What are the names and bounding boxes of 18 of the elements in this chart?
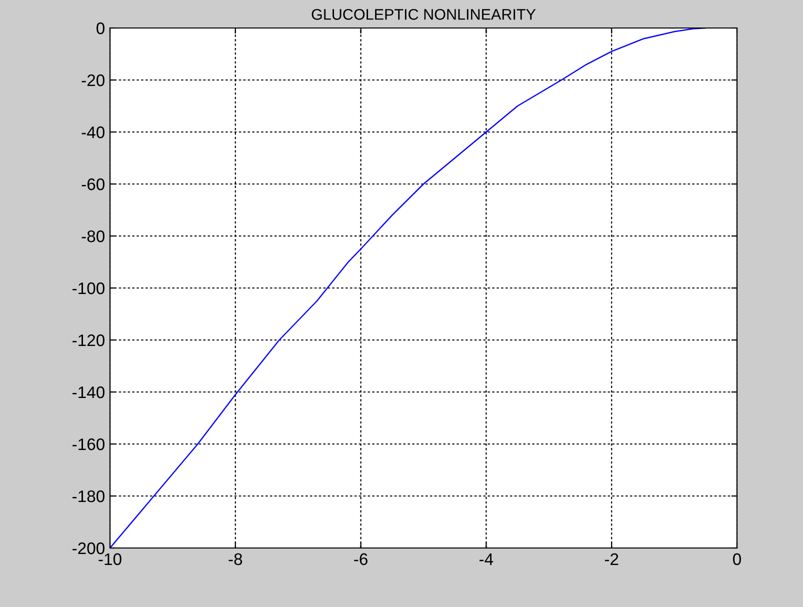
x-tick-label: -2	[604, 553, 618, 565]
y-tick-label: -60	[82, 178, 104, 190]
x-tick-label: -10	[98, 553, 122, 566]
x-tick-label: -6	[354, 553, 368, 566]
y-tick-label: -20	[82, 74, 104, 86]
chart-title: GLUCOLEPTIC NONLINEARITY	[312, 9, 536, 20]
y-tick-label: -40	[82, 126, 104, 138]
y-tick-label: -140	[72, 386, 104, 398]
x-tick-label: -4	[480, 553, 494, 565]
x-tick-label: -8	[228, 553, 242, 566]
y-tick-label: -100	[72, 282, 104, 294]
y-tick-label: 0	[96, 22, 104, 34]
y-tick-label: -160	[72, 438, 104, 450]
x-tick-label: 0	[733, 553, 741, 566]
y-tick-label: -200	[72, 542, 104, 554]
y-tick-label: -120	[72, 334, 104, 346]
y-tick-label: -180	[72, 490, 104, 502]
y-tick-label: -80	[82, 230, 104, 242]
